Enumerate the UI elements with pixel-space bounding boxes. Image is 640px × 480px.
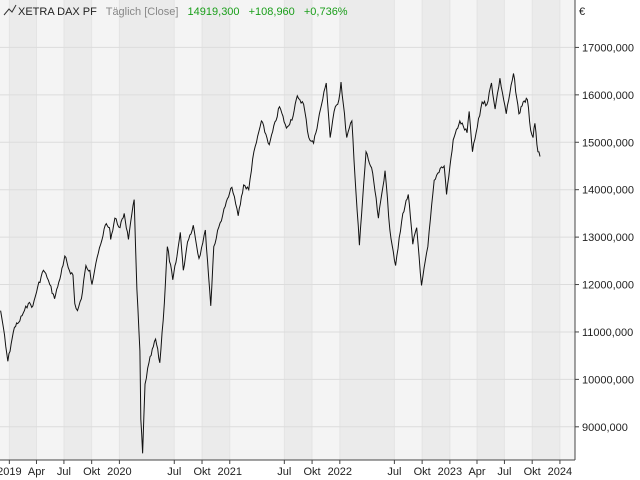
x-tick-label: Jul [57, 466, 71, 478]
x-tick-label: 2019 [0, 466, 22, 478]
x-tick-label: 2022 [328, 466, 352, 478]
price-change-percent: +0,736% [304, 6, 348, 18]
x-tick-label: Jul [387, 466, 401, 478]
background-band [229, 0, 285, 460]
x-tick-label: Okt [193, 466, 210, 478]
x-tick-label: Okt [524, 466, 541, 478]
line-chart-icon [3, 4, 17, 16]
background-band [0, 0, 10, 460]
y-tick-label: 12000,000 [582, 280, 634, 292]
background-band [119, 0, 175, 460]
background-band [394, 0, 423, 460]
background-band [63, 0, 92, 460]
price-series-line [0, 73, 541, 454]
price-change: +108,960 [249, 6, 295, 18]
instrument-name: XETRA DAX PF [18, 6, 97, 18]
background-band [477, 0, 505, 460]
background-band [9, 0, 37, 460]
x-tick-label: Apr [28, 466, 45, 478]
background-band [532, 0, 560, 460]
y-tick-label: 15000,000 [582, 137, 634, 149]
y-tick-label: 17000,000 [582, 42, 634, 54]
background-band [449, 0, 478, 460]
background-band [559, 0, 575, 460]
background-band [422, 0, 450, 460]
x-tick-label: Okt [304, 466, 321, 478]
y-tick-label: 16000,000 [582, 90, 634, 102]
y-tick-label: 13000,000 [582, 232, 634, 244]
y-tick-label: 14000,000 [582, 185, 634, 197]
background-band [36, 0, 64, 460]
svg-text:XETRA DAX PF Täglich [Cl: XETRA DAX PF Täglich [Close] 14919,300 +… [18, 6, 348, 18]
background-band [339, 0, 395, 460]
x-tick-label: Jul [497, 466, 511, 478]
last-price: 14919,300 [188, 6, 240, 18]
y-tick-label: 10000,000 [582, 374, 634, 386]
x-tick-label: Apr [468, 466, 485, 478]
x-tick-label: Jul [167, 466, 181, 478]
x-tick-label: 2023 [438, 466, 462, 478]
x-tick-label: 2024 [548, 466, 572, 478]
y-unit-label: € [579, 6, 585, 18]
interval-label: Täglich [Close] [106, 6, 179, 18]
x-tick-label: Okt [414, 466, 431, 478]
grid-lines [0, 0, 575, 460]
y-tick-label: 9000,000 [582, 422, 628, 434]
x-tick-label: Jul [277, 466, 291, 478]
y-axis-ticks: 9000,000 10000,000 11000,000 12000,000 13000… [575, 42, 634, 434]
x-tick-label: Okt [83, 466, 100, 478]
chart-header: XETRA DAX PF Täglich [Close] 14919,300 +… [3, 4, 348, 18]
background-band [91, 0, 120, 460]
x-tick-label: 2021 [218, 466, 242, 478]
background-bands [0, 0, 575, 460]
x-axis-ticks: 2019 Apr Jul Okt 2020 Jul Okt 2021 Jul Okt 2022 Jul… [0, 460, 572, 478]
background-band [504, 0, 533, 460]
background-band [284, 0, 313, 460]
background-band [174, 0, 203, 460]
background-band [312, 0, 340, 460]
y-tick-label: 11000,000 [582, 327, 633, 339]
background-band [202, 0, 230, 460]
x-tick-label: 2020 [107, 466, 131, 478]
